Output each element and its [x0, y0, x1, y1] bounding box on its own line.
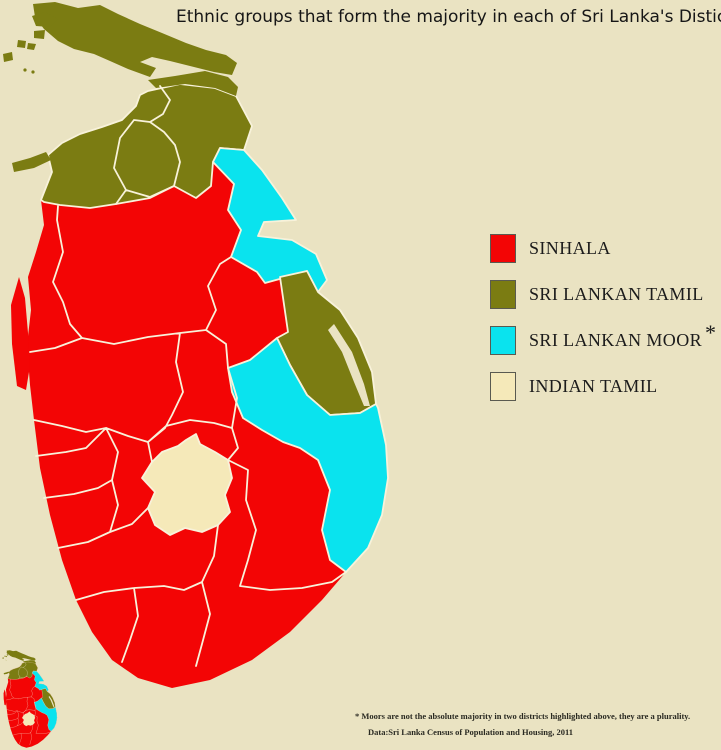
legend-label-sri-lankan-tamil: SRI LANKAN TAMIL: [529, 284, 704, 304]
legend-row-sinhala: SINHALA: [490, 234, 720, 263]
legend-label-indian-tamil: INDIAN TAMIL: [529, 376, 658, 396]
sri-lankan-tamil-swatch: [490, 280, 516, 309]
legend-row-indian-tamil: INDIAN TAMIL: [490, 372, 720, 401]
footnote-data-source: Data:Sri Lanka Census of Population and …: [368, 727, 573, 737]
legend-moor-text: SRI LANKAN MOOR: [529, 330, 703, 350]
sri-lankan-moor-swatch: [490, 326, 516, 355]
main-map: [2, 1, 389, 689]
legend: SINHALA SRI LANKAN TAMIL SRI LANKAN MOOR…: [490, 234, 720, 418]
indian-tamil-swatch: [490, 372, 516, 401]
inset-map: [2, 650, 58, 748]
legend-row-sri-lankan-moor: SRI LANKAN MOOR *: [490, 322, 720, 355]
legend-label-sinhala: SINHALA: [529, 238, 611, 258]
footnote-moors-plurality: * Moors are not the absolute majority in…: [355, 711, 691, 721]
legend-row-sri-lankan-tamil: SRI LANKAN TAMIL: [490, 280, 720, 309]
legend-label-sri-lankan-moor: SRI LANKAN MOOR *: [529, 322, 716, 351]
moor-asterisk: *: [705, 320, 717, 345]
page-title: Ethnic groups that form the majority in …: [176, 7, 721, 27]
sinhala-swatch: [490, 234, 516, 263]
